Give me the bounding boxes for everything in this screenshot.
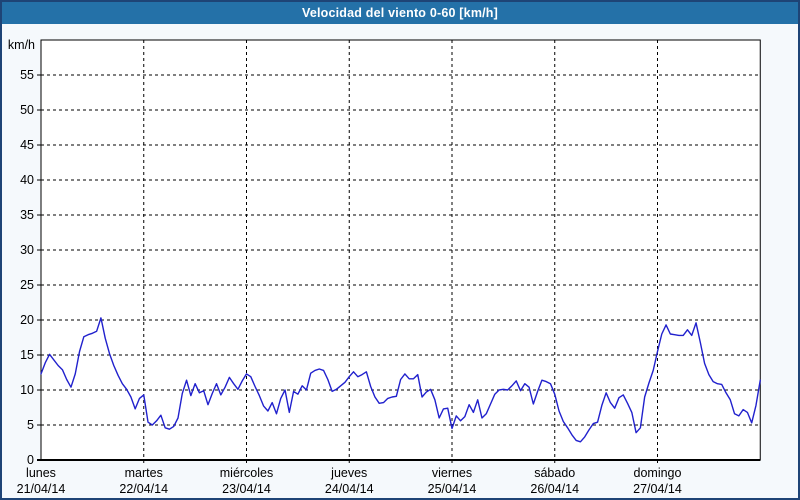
- x-day-name: martes: [125, 466, 163, 480]
- y-tick-label: 30: [20, 243, 34, 257]
- y-tick-label: 50: [20, 103, 34, 117]
- y-tick-label: 25: [20, 278, 34, 292]
- chart-title-bar: Velocidad del viento 0-60 [km/h]: [2, 2, 798, 24]
- wind-speed-chart: 0 5 10 15 20 25 30 35 40 45 50 55 lunes 21/04/14 marte…: [17, 39, 761, 496]
- x-day-name: lunes: [26, 466, 56, 480]
- x-day-date: 23/04/14: [222, 482, 271, 496]
- x-day-date: 27/04/14: [633, 482, 682, 496]
- y-tick-label: 45: [20, 138, 34, 152]
- x-day-date: 24/04/14: [325, 482, 374, 496]
- y-tick-label: 40: [20, 173, 34, 187]
- x-day-name: domingo: [634, 466, 682, 480]
- y-tick-label: 15: [20, 348, 34, 362]
- y-tick-label: 5: [27, 418, 34, 432]
- x-day-date: 21/04/14: [17, 482, 66, 496]
- x-day-date: 26/04/14: [530, 482, 579, 496]
- y-tick-label: 0: [27, 453, 34, 467]
- x-day-date: 25/04/14: [428, 482, 477, 496]
- chart-title: Velocidad del viento 0-60 [km/h]: [301, 6, 499, 20]
- y-axis-unit-label: km/h: [7, 38, 35, 52]
- y-tick-label: 55: [20, 68, 34, 82]
- x-day-name: viernes: [432, 466, 472, 480]
- plot-background: [41, 40, 761, 460]
- x-day-name: sábado: [534, 466, 575, 480]
- wind-speed-line: [40, 317, 761, 443]
- x-day-name: miércoles: [220, 466, 274, 480]
- y-tick-label: 10: [20, 383, 34, 397]
- y-tick-label: 20: [20, 313, 34, 327]
- x-day-date: 22/04/14: [119, 482, 168, 496]
- y-tick-label: 35: [20, 208, 34, 222]
- x-day-name: jueves: [330, 466, 367, 480]
